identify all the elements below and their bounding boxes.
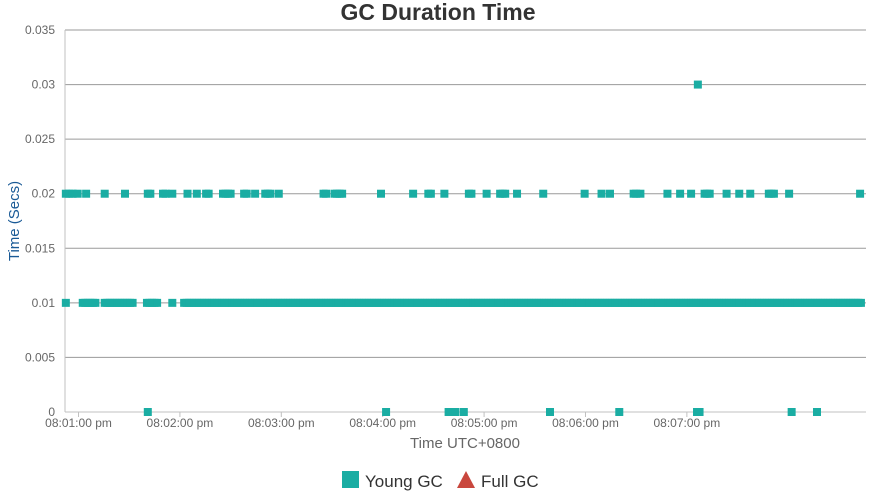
- young-gc-point: [322, 189, 331, 198]
- young-gc-point: [695, 408, 704, 416]
- x-tick-label: 08:05:00 pm: [451, 416, 518, 430]
- x-axis-label: Time UTC+0800: [410, 435, 520, 452]
- x-tick-label: 08:01:00 pm: [45, 416, 112, 430]
- young-gc-point: [856, 298, 865, 307]
- young-gc-point: [482, 189, 491, 198]
- young-gc-point: [451, 408, 460, 416]
- young-gc-point: [597, 189, 606, 198]
- young-gc-point: [153, 298, 162, 307]
- young-gc-point: [785, 189, 794, 198]
- y-tick-label: 0.025: [25, 132, 55, 146]
- young-gc-point: [68, 189, 77, 198]
- young-gc-point: [91, 298, 100, 307]
- young-gc-point: [440, 189, 449, 198]
- young-gc-point: [663, 189, 672, 198]
- young-gc-point: [605, 189, 614, 198]
- young-gc-point: [146, 189, 155, 198]
- x-axis-ticks: 08:01:00 pm 08:02:00 pm 08:03:00 pm 08:04:0…: [45, 412, 720, 430]
- y-tick-label: 0.02: [32, 187, 56, 201]
- legend-label-young-gc: Young GC: [365, 472, 443, 491]
- y-tick-label: 0: [48, 405, 55, 419]
- young-gc-point: [161, 189, 170, 198]
- x-tick-label: 08:07:00 pm: [654, 416, 721, 430]
- young-gc-point: [274, 189, 283, 198]
- young-gc-point: [580, 189, 589, 198]
- legend: Young GC Full GC: [342, 471, 539, 491]
- young-gc-point: [266, 189, 275, 198]
- young-gc-point: [856, 189, 865, 198]
- young-gc-point: [382, 408, 391, 416]
- y-axis-label: Time (Secs): [6, 181, 23, 261]
- young-gc-point: [251, 189, 260, 198]
- y-tick-label: 0.015: [25, 241, 55, 255]
- young-gc-point: [501, 189, 510, 198]
- young-gc-point: [539, 189, 548, 198]
- x-tick-label: 08:02:00 pm: [147, 416, 214, 430]
- young-gc-point: [82, 189, 91, 198]
- legend-label-full-gc: Full GC: [481, 472, 539, 491]
- young-gc-point: [615, 408, 624, 416]
- young-gc-point: [204, 189, 213, 198]
- young-gc-point: [722, 189, 731, 198]
- young-gc-point: [100, 189, 109, 198]
- young-gc-point: [545, 408, 554, 416]
- y-tick-label: 0.01: [32, 296, 56, 310]
- young-gc-point: [693, 80, 702, 89]
- young-gc-point: [687, 189, 696, 198]
- legend-item-full-gc[interactable]: Full GC: [457, 471, 539, 491]
- young-gc-point: [676, 189, 685, 198]
- young-gc-point: [812, 408, 821, 416]
- young-gc-point: [242, 189, 251, 198]
- young-gc-point: [168, 298, 177, 307]
- young-gc-point: [735, 189, 744, 198]
- y-axis-ticks: 0 0.005 0.01 0.015 0.02 0.025 0.03 0.035: [25, 23, 55, 419]
- young-gc-point: [426, 189, 435, 198]
- young-gc-point: [409, 189, 418, 198]
- chart-title: GC Duration Time: [340, 0, 535, 25]
- young-gc-point: [192, 189, 201, 198]
- young-gc-point: [746, 189, 755, 198]
- young-gc-point: [632, 189, 641, 198]
- young-gc-point: [513, 189, 522, 198]
- young-gc-point: [73, 189, 82, 198]
- young-gc-point: [769, 189, 778, 198]
- young-gc-point: [338, 189, 347, 198]
- young-gc-point: [787, 408, 796, 416]
- young-gc-point: [459, 408, 468, 416]
- y-tick-label: 0.005: [25, 350, 55, 364]
- young-gc-point: [128, 298, 137, 307]
- x-tick-label: 08:04:00 pm: [349, 416, 416, 430]
- young-gc-point: [143, 408, 152, 416]
- y-tick-label: 0.03: [32, 78, 56, 92]
- full-gc-triangle-icon: [457, 471, 475, 488]
- young-gc-square-icon: [342, 471, 359, 488]
- y-tick-label: 0.035: [25, 23, 55, 37]
- young-gc-point: [168, 189, 177, 198]
- young-gc-point: [120, 189, 129, 198]
- young-gc-point: [444, 408, 453, 416]
- young-gc-point: [467, 189, 476, 198]
- young-gc-point: [226, 189, 235, 198]
- young-gc-point: [183, 189, 192, 198]
- young-gc-point: [61, 298, 70, 307]
- young-gc-point: [705, 189, 714, 198]
- young-gc-points: [61, 80, 865, 416]
- young-gc-point: [636, 189, 645, 198]
- legend-item-young-gc[interactable]: Young GC: [342, 471, 443, 491]
- x-tick-label: 08:03:00 pm: [248, 416, 315, 430]
- x-tick-label: 08:06:00 pm: [552, 416, 619, 430]
- young-gc-point: [377, 189, 386, 198]
